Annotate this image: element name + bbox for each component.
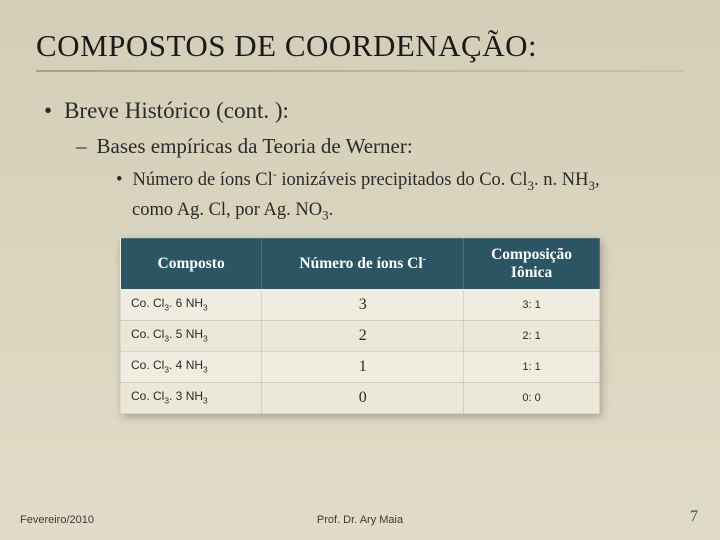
bullet-3-line1: Número de íons Cl- ionizáveis precipitad… <box>132 167 599 194</box>
bullet-level-2: – Bases empíricas da Teoria de Werner: <box>76 134 684 159</box>
cell-compound: Co. Cl3. 6 NH3 <box>121 289 262 320</box>
cell-ratio: 0: 0 <box>464 382 600 413</box>
cell-compound: Co. Cl3. 3 NH3 <box>121 382 262 413</box>
bullet-level-1: • Breve Histórico (cont. ): <box>44 98 684 124</box>
table-header-composition: ComposiçãoIônica <box>464 238 600 289</box>
bullet-level-3: • Número de íons Cl- ionizáveis precipit… <box>116 167 684 194</box>
title-underline <box>36 70 684 72</box>
bullet-1-text: Breve Histórico (cont. ): <box>64 98 289 124</box>
page-number: 7 <box>690 508 698 526</box>
cell-ions: 2 <box>262 320 464 351</box>
bullet-dot-small-icon: • <box>116 170 122 191</box>
cell-ions: 0 <box>262 382 464 413</box>
table-header-compound: Composto <box>121 238 262 289</box>
cell-ratio: 1: 1 <box>464 351 600 382</box>
data-table: Composto Número de íons Cl- ComposiçãoIô… <box>120 238 600 414</box>
cell-compound: Co. Cl3. 5 NH3 <box>121 320 262 351</box>
table-row: Co. Cl3. 3 NH3 0 0: 0 <box>121 382 600 413</box>
table-row: Co. Cl3. 5 NH3 2 2: 1 <box>121 320 600 351</box>
cell-ratio: 2: 1 <box>464 320 600 351</box>
cell-compound: Co. Cl3. 4 NH3 <box>121 351 262 382</box>
table-header-ions: Número de íons Cl- <box>262 238 464 289</box>
bullet-2-text: Bases empíricas da Teoria de Werner: <box>97 134 413 159</box>
bullet-dot-icon: • <box>44 98 52 124</box>
table-row: Co. Cl3. 4 NH3 1 1: 1 <box>121 351 600 382</box>
bullet-dash-icon: – <box>76 134 87 159</box>
footer-author: Prof. Dr. Ary Maia <box>317 514 403 526</box>
table-row: Co. Cl3. 6 NH3 3 3: 1 <box>121 289 600 320</box>
cell-ratio: 3: 1 <box>464 289 600 320</box>
bullet-3-line2: como Ag. Cl, por Ag. NO3. <box>132 200 684 224</box>
cell-ions: 3 <box>262 289 464 320</box>
footer-date: Fevereiro/2010 <box>20 514 94 526</box>
slide-title: COMPOSTOS DE COORDENAÇÃO: <box>36 28 684 64</box>
cell-ions: 1 <box>262 351 464 382</box>
